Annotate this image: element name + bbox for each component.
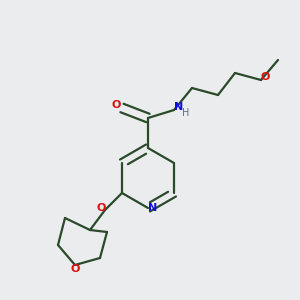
Text: O: O — [70, 264, 80, 274]
Text: H: H — [182, 108, 190, 118]
Text: O: O — [96, 203, 106, 213]
Text: O: O — [260, 72, 270, 82]
Text: O: O — [111, 100, 121, 110]
Text: N: N — [148, 203, 158, 213]
Text: N: N — [174, 102, 184, 112]
